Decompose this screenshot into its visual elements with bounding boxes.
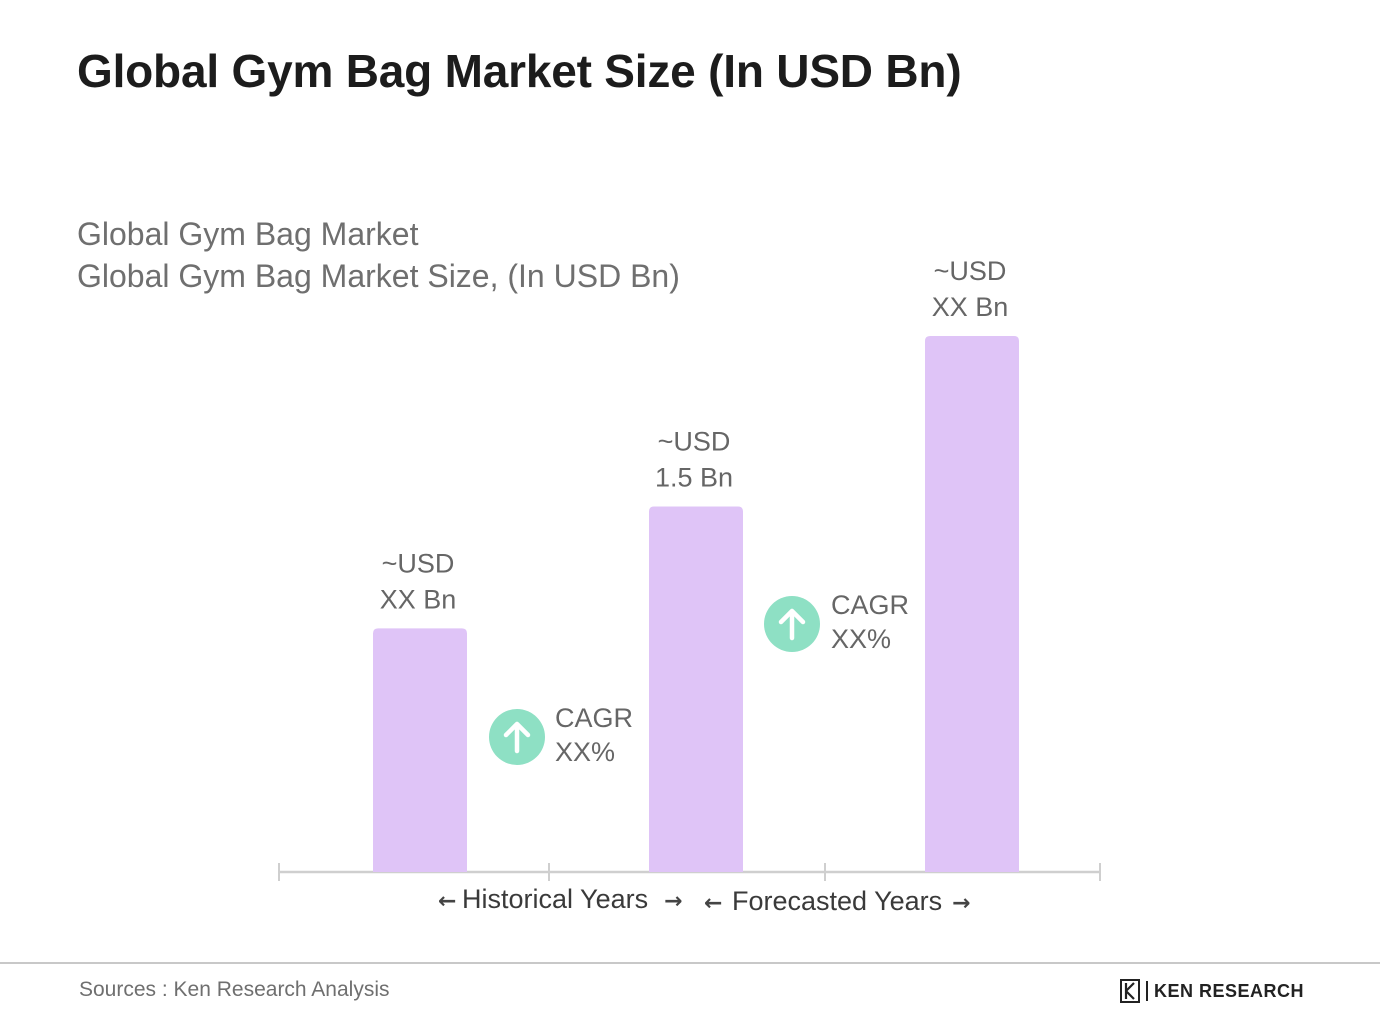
right-arrow-icon: →: [952, 891, 970, 916]
arrow-up-icon: [503, 721, 531, 754]
page-title: Global Gym Bag Market Size (In USD Bn): [77, 45, 962, 97]
left-arrow-icon: ←: [704, 891, 722, 916]
left-arrow-icon: ←: [438, 889, 456, 914]
data-label: XX Bn: [932, 292, 1009, 322]
data-label: ~USD: [658, 427, 731, 457]
brand-logo: KEN RESEARCH: [1120, 979, 1304, 1003]
period-label: Forecasted Years: [732, 886, 942, 916]
arrow-up-icon: [778, 608, 806, 641]
bar: [373, 628, 467, 872]
brand-separator: [1146, 981, 1148, 1001]
cagr-label: CAGR: [831, 590, 909, 620]
data-label: 1.5 Bn: [655, 463, 733, 493]
brand-name: KEN RESEARCH: [1154, 980, 1305, 1001]
chart-subtitle-detail: Global Gym Bag Market Size, (In USD Bn): [77, 258, 680, 294]
source-note: Sources : Ken Research Analysis: [79, 978, 390, 1001]
market-size-chart: ~USD XX Bn ~USD 1.5 Bn ~USD XX Bn CAGR XX% CAGR X…: [278, 256, 1101, 916]
cagr-value: XX%: [831, 624, 891, 654]
right-arrow-icon: →: [664, 889, 682, 914]
bar: [649, 506, 743, 872]
period-label: Historical Years: [462, 884, 648, 914]
cagr-value: XX%: [555, 737, 615, 767]
data-label: ~USD: [934, 256, 1007, 286]
chart-subtitle: Global Gym Bag Market: [77, 216, 419, 252]
footer-divider: [0, 962, 1380, 964]
bar: [925, 336, 1019, 872]
ken-research-logo-icon: [1120, 979, 1140, 1003]
data-label: ~USD: [382, 548, 455, 578]
cagr-label: CAGR: [555, 703, 633, 733]
data-label: XX Bn: [380, 584, 457, 614]
